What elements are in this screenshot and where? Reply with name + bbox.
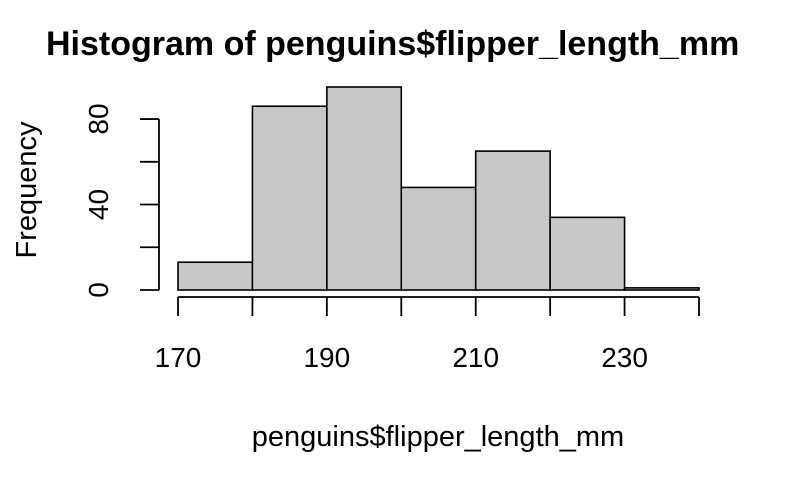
histogram-bars	[177, 86, 700, 291]
chart-title: Histogram of penguins$flipper_length_mm	[46, 25, 739, 63]
y-axis: 0 40 80	[83, 103, 160, 298]
y-tick-label-80: 80	[83, 103, 114, 134]
histogram-bar-210-220	[474, 150, 551, 291]
histogram-bar-180-190	[251, 105, 328, 291]
x-tick-label-190: 190	[303, 342, 350, 373]
x-axis-label: penguins$flipper_length_mm	[252, 421, 624, 453]
x-tick-label-210: 210	[452, 342, 499, 373]
y-tick-label-40: 40	[83, 189, 114, 220]
x-axis: 170 190 210 230	[155, 296, 700, 373]
histogram-bar-220-230	[549, 216, 626, 291]
histogram-bar-170-180	[177, 261, 254, 291]
histogram-bar-200-210	[400, 186, 477, 291]
histogram-bar-190-200	[326, 86, 403, 291]
x-tick-label-230: 230	[601, 342, 648, 373]
histogram-bar-230-240	[623, 287, 700, 291]
x-tick-label-170: 170	[155, 342, 202, 373]
y-tick-label-0: 0	[83, 282, 114, 298]
y-axis-label: Frequency	[11, 121, 43, 259]
